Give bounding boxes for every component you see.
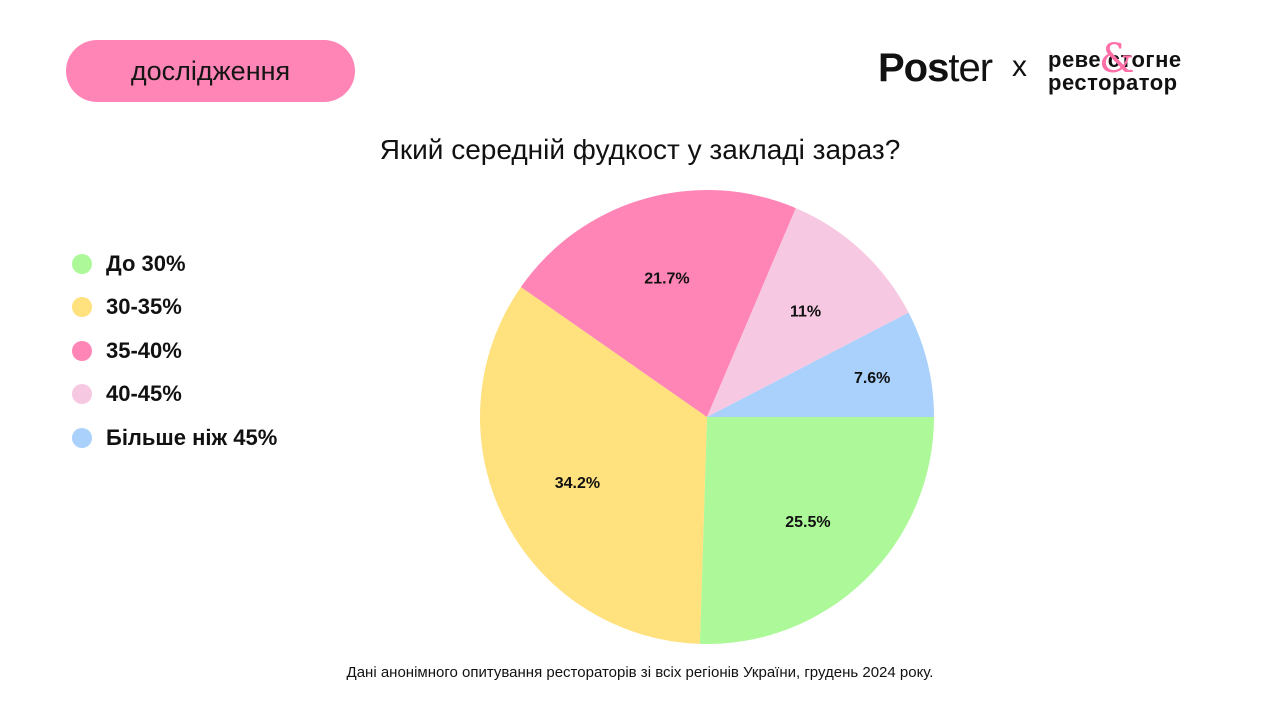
poster-logo-bold: Pos xyxy=(878,46,949,90)
legend-item: 35-40% xyxy=(72,329,277,373)
legend-label: Більше ніж 45% xyxy=(106,424,278,450)
legend-swatch xyxy=(72,384,92,405)
pie-slice-label: 11% xyxy=(790,304,821,321)
research-badge: дослідження xyxy=(66,40,355,102)
legend-label: До 30% xyxy=(106,250,186,276)
legend-item: Більше ніж 45% xyxy=(72,416,277,460)
legend-swatch xyxy=(72,427,92,448)
partner-logo-ampersand: & xyxy=(1099,36,1135,82)
legend-label: 35-40% xyxy=(106,337,182,363)
legend-swatch xyxy=(72,297,92,318)
partner-logo-line1: реве стогне xyxy=(1048,47,1182,72)
pie-slice xyxy=(707,208,909,417)
partner-logo: реве стогне ресторатор xyxy=(1048,48,1182,94)
pie-slice xyxy=(707,312,934,417)
pie-slice-label: 7.6% xyxy=(854,370,890,387)
pie-slice-label: 25.5% xyxy=(785,514,830,531)
chart-title: Який середній фудкост у закладі зараз? xyxy=(379,134,901,165)
pie-slice xyxy=(520,189,796,417)
brand-separator: x xyxy=(1012,50,1027,83)
legend-label: 40-45% xyxy=(106,381,182,407)
legend-swatch xyxy=(72,340,92,361)
pie-slice xyxy=(479,287,707,644)
poster-logo-thin: ter xyxy=(948,46,993,90)
legend-swatch xyxy=(72,253,92,274)
legend-item: 40-45% xyxy=(72,373,277,417)
pie-slice-label: 21.7% xyxy=(644,271,689,288)
research-badge-label: дослідження xyxy=(130,55,291,86)
legend-item: 30-35% xyxy=(72,286,277,330)
pie-slice-label: 34.2% xyxy=(555,475,600,492)
pie-slice xyxy=(699,417,934,644)
legend-label: 30-35% xyxy=(106,294,182,320)
legend-item: До 30% xyxy=(72,242,277,286)
footnote: Дані анонімного опитування рестораторів … xyxy=(346,664,934,681)
poster-logo: Poster xyxy=(878,46,993,91)
partner-logo-line2: ресторатор xyxy=(1048,70,1178,95)
brand-logos: Poster x реве стогне ресторатор & xyxy=(878,36,1218,104)
chart-legend: До 30% 30-35% 35-40% 40-45% Більше ніж 45% xyxy=(72,242,277,460)
